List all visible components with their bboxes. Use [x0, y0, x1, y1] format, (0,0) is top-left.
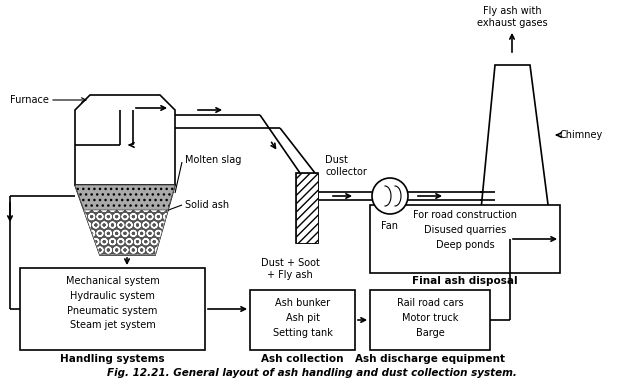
Circle shape [372, 178, 408, 214]
Text: Handling systems: Handling systems [60, 354, 165, 364]
Bar [20, 268, 205, 350]
Text: Furnace: Furnace [10, 95, 49, 105]
Polygon shape [75, 185, 175, 255]
Text: Molten slag: Molten slag [185, 155, 241, 165]
Text: Ash discharge equipment: Ash discharge equipment [355, 354, 505, 364]
Text: Fly ash with
exhaust gases: Fly ash with exhaust gases [477, 7, 547, 28]
Bar [250, 290, 355, 350]
Text: Dust
collector: Dust collector [325, 155, 367, 176]
Bar [370, 290, 490, 350]
Text: Fig. 12.21. General layout of ash handling and dust collection system.: Fig. 12.21. General layout of ash handli… [107, 368, 517, 378]
Text: Final ash disposal: Final ash disposal [412, 276, 518, 286]
Text: Mechanical system
Hydraulic system
Pneumatic system
Steam jet system: Mechanical system Hydraulic system Pneum… [66, 276, 159, 330]
Polygon shape [75, 185, 175, 210]
Polygon shape [480, 65, 550, 220]
Bar [296, 173, 318, 243]
Bar [370, 205, 560, 273]
Text: Fan: Fan [381, 221, 399, 231]
Text: Solid ash: Solid ash [185, 200, 229, 210]
Text: Chimney: Chimney [560, 130, 603, 140]
Text: Rail road cars
Motor truck
Barge: Rail road cars Motor truck Barge [397, 298, 463, 337]
Text: Ash bunker
Ash pit
Setting tank: Ash bunker Ash pit Setting tank [273, 298, 333, 337]
Text: Dust + Soot
+ Fly ash: Dust + Soot + Fly ash [261, 258, 319, 279]
Bar [296, 173, 318, 243]
Polygon shape [75, 95, 175, 185]
Text: For road construction
Disused quarries
Deep ponds: For road construction Disused quarries D… [413, 210, 517, 250]
Polygon shape [75, 185, 175, 255]
Text: Ash collection: Ash collection [261, 354, 344, 364]
